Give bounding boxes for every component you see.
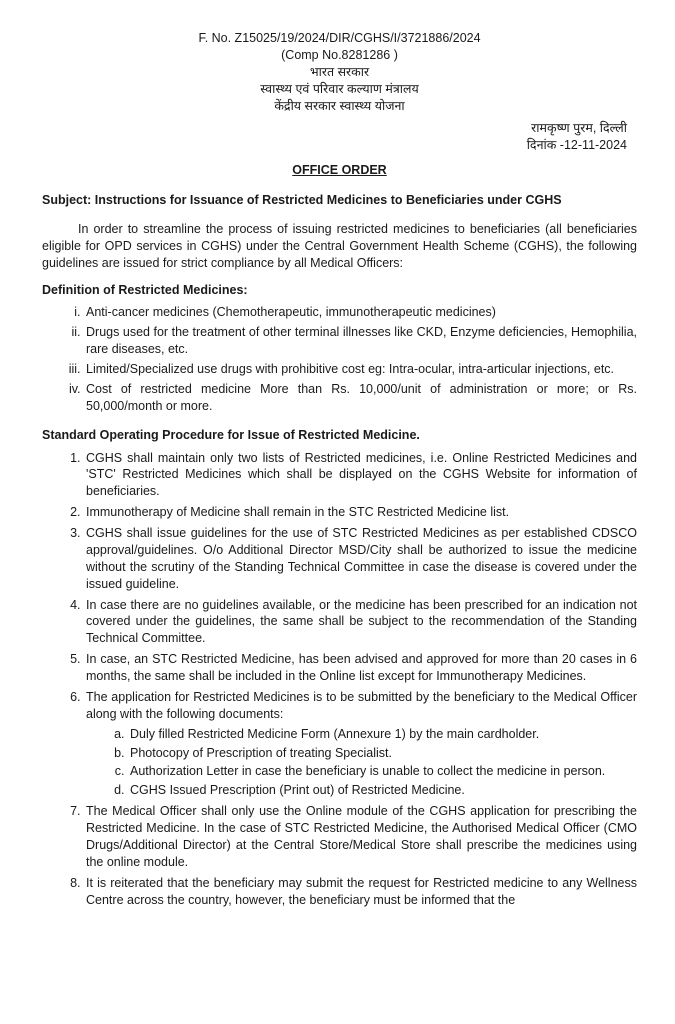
sop-sub-item: Duly filled Restricted Medicine Form (An…	[128, 726, 637, 743]
sop-heading: Standard Operating Procedure for Issue o…	[42, 427, 637, 444]
gov-line-2: स्वास्थ्य एवं परिवार कल्याण मंत्रालय	[42, 81, 637, 98]
sop-item: It is reiterated that the beneficiary ma…	[84, 875, 637, 909]
sop-sub-item: Authorization Letter in case the benefic…	[128, 763, 637, 780]
sop-sub-item: CGHS Issued Prescription (Print out) of …	[128, 782, 637, 799]
sop-item: The Medical Officer shall only use the O…	[84, 803, 637, 871]
definition-list: Anti-cancer medicines (Chemotherapeutic,…	[42, 304, 637, 414]
file-number: F. No. Z15025/19/2024/DIR/CGHS/I/3721886…	[42, 30, 637, 47]
gov-line-3: केंद्रीय सरकार स्वास्थ्य योजना	[42, 98, 637, 115]
definition-item: Drugs used for the treatment of other te…	[84, 324, 637, 358]
sop-sub-list: Duly filled Restricted Medicine Form (An…	[86, 726, 637, 800]
sop-list: CGHS shall maintain only two lists of Re…	[42, 450, 637, 909]
comp-number: (Comp No.8281286 )	[42, 47, 637, 64]
subject-line: Subject: Instructions for Issuance of Re…	[42, 192, 637, 209]
sop-sub-item: Photocopy of Prescription of treating Sp…	[128, 745, 637, 762]
sop-item: Immunotherapy of Medicine shall remain i…	[84, 504, 637, 521]
document-title: OFFICE ORDER	[42, 162, 637, 179]
location: रामकृष्ण पुरम, दिल्ली	[42, 120, 627, 137]
intro-paragraph: In order to streamline the process of is…	[42, 221, 637, 272]
definition-item: Anti-cancer medicines (Chemotherapeutic,…	[84, 304, 637, 321]
sop-item: CGHS shall issue guidelines for the use …	[84, 525, 637, 593]
definition-item: Limited/Specialized use drugs with prohi…	[84, 361, 637, 378]
sop-item-text: The application for Restricted Medicines…	[86, 690, 637, 721]
gov-line-1: भारत सरकार	[42, 64, 637, 81]
definition-heading: Definition of Restricted Medicines:	[42, 282, 637, 299]
sop-item: The application for Restricted Medicines…	[84, 689, 637, 799]
sop-item: In case, an STC Restricted Medicine, has…	[84, 651, 637, 685]
date: दिनांक -12-11-2024	[42, 137, 627, 154]
sop-item: CGHS shall maintain only two lists of Re…	[84, 450, 637, 501]
header-right: रामकृष्ण पुरम, दिल्ली दिनांक -12-11-2024	[42, 120, 627, 154]
document-header: F. No. Z15025/19/2024/DIR/CGHS/I/3721886…	[42, 30, 637, 114]
sop-item: In case there are no guidelines availabl…	[84, 597, 637, 648]
definition-item: Cost of restricted medicine More than Rs…	[84, 381, 637, 415]
